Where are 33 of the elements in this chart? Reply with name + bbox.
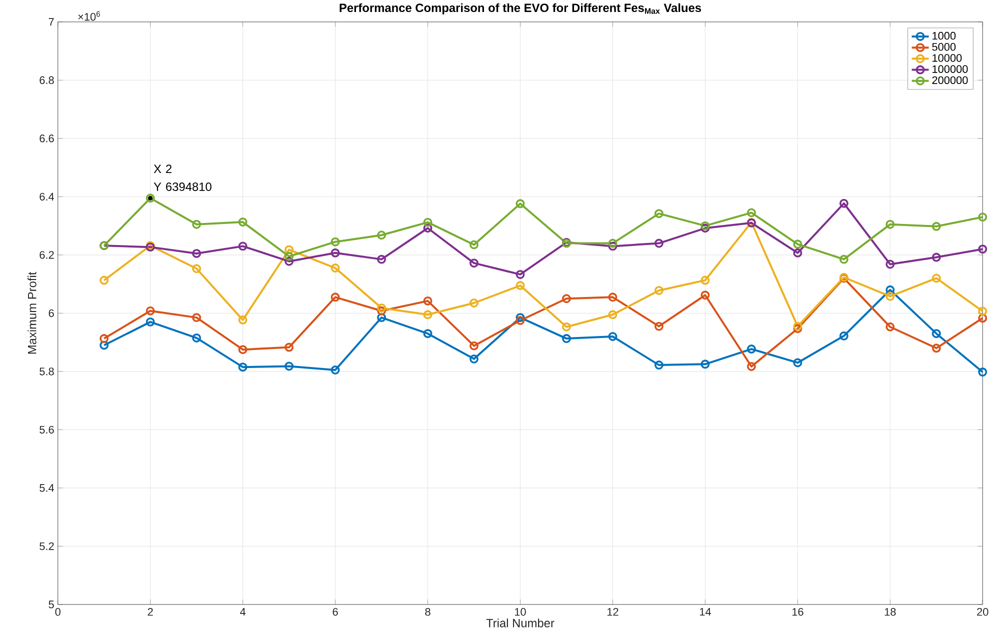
legend-label: 200000 <box>932 76 968 84</box>
x-tick-label: 6 <box>332 608 338 616</box>
x-tick-label: 10 <box>514 608 526 616</box>
x-tick-label: 8 <box>425 608 430 616</box>
y-tick-label: 5.4 <box>40 484 54 492</box>
x-tick-label: 12 <box>607 608 618 616</box>
x-tick-label: 4 <box>240 608 246 616</box>
y-tick-label: 5.2 <box>40 542 54 550</box>
legend-label: 1000 <box>932 32 956 40</box>
legend-label: 100000 <box>932 65 968 74</box>
y-tick-label: 6 <box>48 310 54 318</box>
legend-label: 10000 <box>932 54 962 62</box>
y-tick-label: 6.8 <box>40 76 54 84</box>
y-tick-label: 7 <box>48 18 54 26</box>
y-tick-label: 6.4 <box>40 192 54 201</box>
y-tick-label: 5.6 <box>40 426 54 434</box>
x-tick-label: 16 <box>792 608 804 616</box>
x-axis-title: Trial Number <box>486 618 554 628</box>
legend-label: 5000 <box>932 43 956 51</box>
y-tick-label: 5 <box>48 600 54 608</box>
x-tick-label: 14 <box>700 608 711 616</box>
y-tick-label: 6.2 <box>40 251 54 259</box>
annotation: Y 6394810 <box>154 182 212 192</box>
x-tick-label: 18 <box>884 608 896 616</box>
text: ×10$^{6}$ <box>78 11 100 21</box>
x-tick-label: 0 <box>55 608 60 616</box>
x-tick-label: 20 <box>977 608 988 616</box>
y-tick-label: 6.6 <box>40 134 54 142</box>
y-axis-title: Maximum Profit <box>28 272 36 354</box>
annotation: X 2 <box>154 164 172 174</box>
chart-title: Performance Comparison of the EVO for Different Fes$_{Max}$ Values <box>340 3 702 15</box>
x-tick-label: 2 <box>148 608 153 616</box>
y-tick-label: 5.8 <box>40 368 54 376</box>
